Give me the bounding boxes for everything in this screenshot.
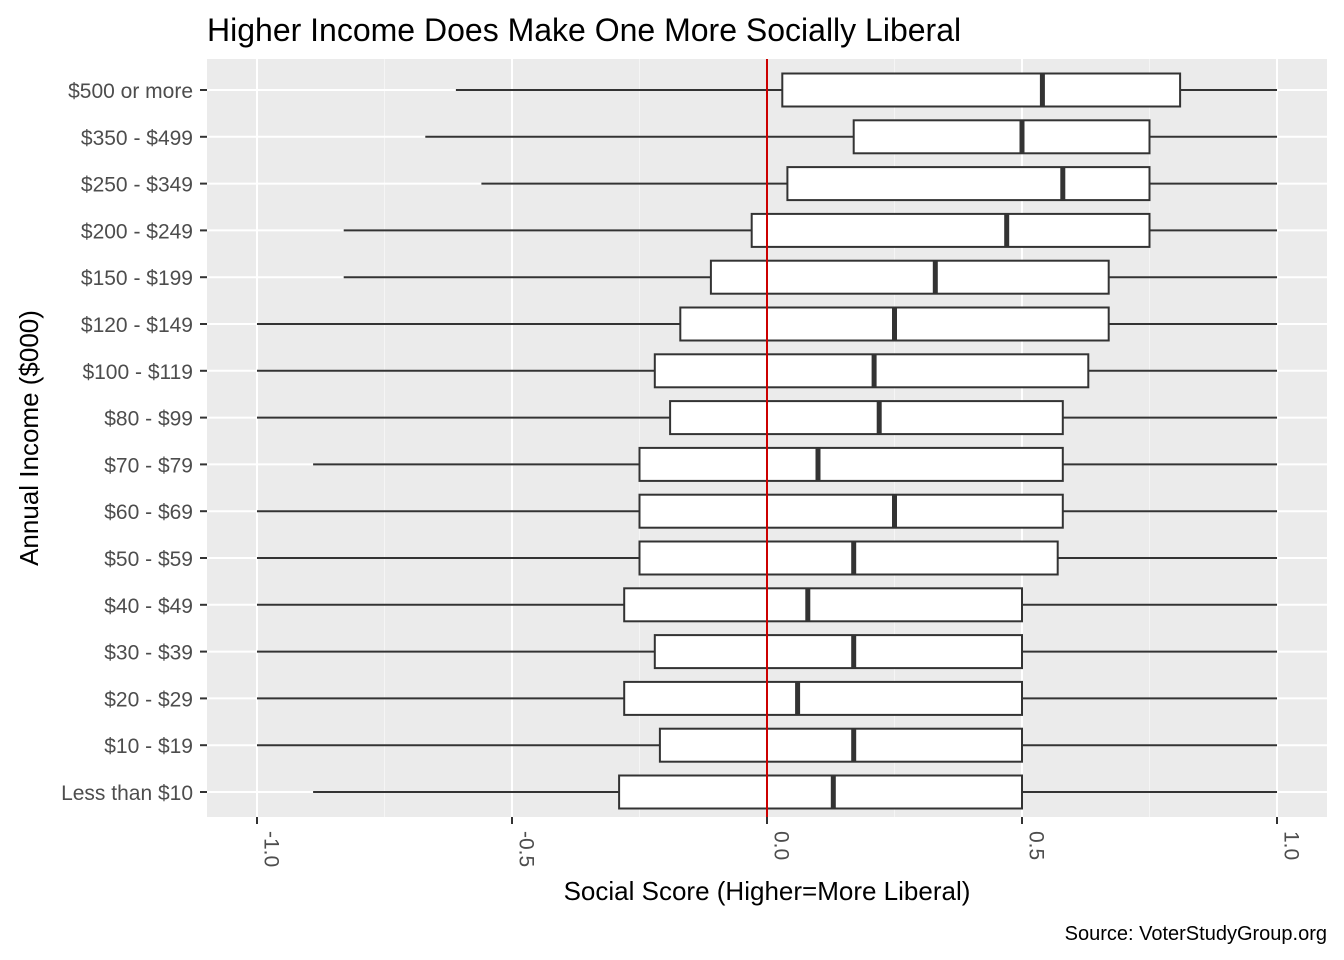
iqr-box (638, 493, 1064, 529)
y-axis: $500 or more $350 - $499 $250 - $349 $200 -… (61, 80, 207, 805)
y-tick-label: $20 - $29 (104, 688, 193, 711)
y-tick-label: $80 - $99 (104, 408, 193, 431)
box-group (257, 634, 1277, 670)
iqr-box (750, 212, 1151, 248)
chart-title: Higher Income Does Make One More Sociall… (207, 12, 961, 48)
y-tick-label: $500 or more (68, 80, 193, 103)
iqr-box (618, 774, 1023, 810)
y-tick-label: Less than $10 (61, 782, 193, 805)
y-tick-label: $250 - $349 (81, 174, 193, 197)
box-group (343, 212, 1277, 248)
x-tick-label: 0.0 (769, 831, 792, 860)
box-group (257, 727, 1277, 763)
iqr-box (709, 259, 1110, 295)
box-group (313, 446, 1277, 482)
iqr-box (638, 540, 1059, 576)
box-group (343, 259, 1277, 295)
iqr-box (653, 634, 1023, 670)
box-group (257, 353, 1277, 389)
y-tick-label: $150 - $199 (81, 267, 193, 290)
y-tick-label: $120 - $149 (81, 314, 193, 337)
y-tick-label: $40 - $49 (104, 595, 193, 618)
box-group (425, 119, 1277, 155)
box-series (257, 72, 1277, 810)
y-tick-label: $100 - $119 (82, 361, 193, 384)
iqr-box (653, 353, 1090, 389)
x-axis: -1.0 -0.5 0.0 0.5 1.0 (256, 817, 1302, 867)
box-group (257, 400, 1277, 436)
y-tick-label: $30 - $39 (104, 642, 193, 665)
iqr-box (658, 727, 1024, 763)
iqr-box (669, 400, 1064, 436)
iqr-box (623, 680, 1023, 716)
x-axis-title: Social Score (Higher=More Liberal) (564, 876, 971, 906)
box-group (257, 306, 1277, 342)
box-group (257, 587, 1277, 623)
iqr-box (786, 166, 1151, 202)
x-tick-label: -0.5 (514, 831, 537, 867)
y-tick-label: $60 - $69 (104, 501, 193, 524)
box-group (257, 493, 1277, 529)
y-tick-label: $10 - $19 (104, 735, 193, 758)
source-caption: Source: VoterStudyGroup.org (1065, 923, 1327, 945)
x-tick-label: 0.5 (1024, 831, 1047, 860)
box-group (257, 540, 1277, 576)
box-group (313, 774, 1277, 810)
x-tick-label: 1.0 (1279, 831, 1302, 860)
iqr-box (623, 587, 1023, 623)
iqr-box (852, 119, 1151, 155)
y-axis-title: Annual Income ($000) (14, 310, 44, 566)
y-tick-label: $50 - $59 (104, 548, 193, 571)
x-tick-label: -1.0 (259, 831, 282, 867)
box-group (455, 72, 1277, 108)
y-tick-label: $200 - $249 (81, 220, 193, 243)
y-tick-label: $70 - $79 (104, 454, 193, 477)
y-tick-label: $350 - $499 (81, 127, 193, 150)
iqr-box (638, 446, 1064, 482)
iqr-box (781, 72, 1182, 108)
box-group (257, 680, 1277, 716)
box-group (481, 166, 1277, 202)
